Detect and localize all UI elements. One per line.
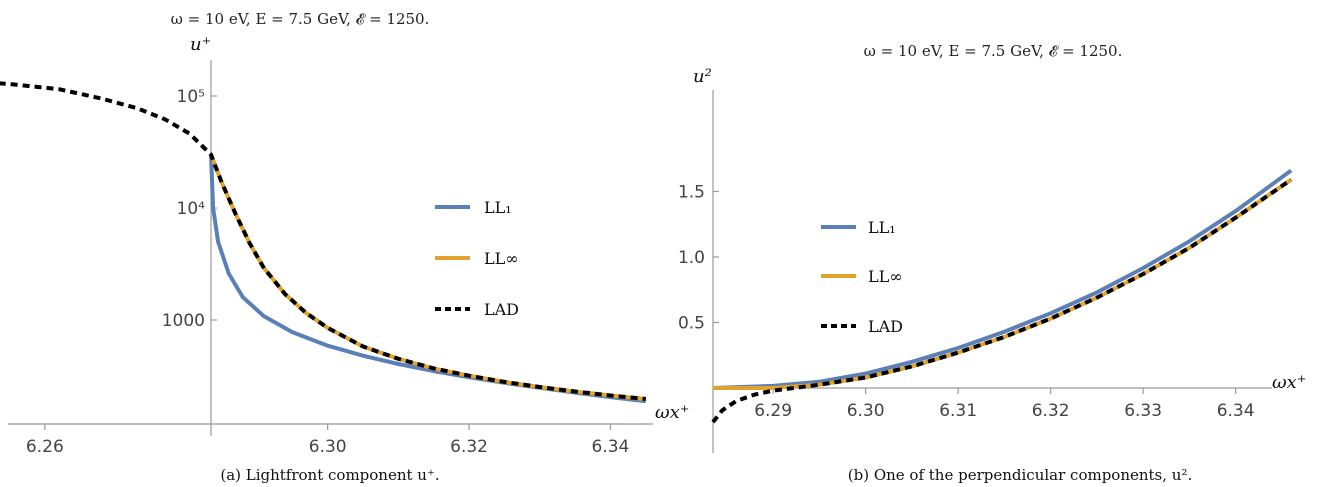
chart-b-y-ticks: 0.5 1.0 1.5 xyxy=(678,183,719,334)
chart-b-x-tick-label: 6.33 xyxy=(1124,401,1162,421)
chart-a-x-tick-label: 6.30 xyxy=(309,437,347,457)
chart-b-series-line-lad xyxy=(711,178,1293,424)
chart-a-series-line-llinf xyxy=(209,153,646,401)
chart-a-x-tick-label: 6.32 xyxy=(450,437,488,457)
chart-b-legend: LL₁ LL∞ LAD xyxy=(821,218,903,336)
chart-a-y-tick-label: 1000 xyxy=(162,311,205,331)
chart-b-x-ticks: 6.29 6.30 6.31 6.32 6.33 6.34 xyxy=(754,388,1255,421)
chart-a-series-line-lad xyxy=(0,81,646,401)
chart-b-series-line-ll1 xyxy=(712,168,1293,390)
chart-b-x-tick-label: 6.29 xyxy=(754,401,792,421)
chart-b-y-label: u² xyxy=(693,66,712,87)
chart-a-title: ω = 10 eV, E = 7.5 GeV, 𝓔 = 1250. xyxy=(171,10,430,28)
chart-a-x-tick-label: 6.26 xyxy=(26,437,64,457)
chart-a-legend: LL₁ LL∞ LAD xyxy=(435,198,519,319)
chart-b-series-line-llinf xyxy=(713,178,1293,390)
chart-a-series xyxy=(0,81,647,404)
legend-b-lad-label: LAD xyxy=(868,317,903,336)
chart-b-y-tick-label: 1.5 xyxy=(678,183,705,203)
chart-a-y-tick-label: 10⁴ xyxy=(177,199,206,219)
chart-a-y-ticks: 1000 10⁴ 10⁵ xyxy=(162,87,217,331)
chart-a-x-tick-label: 6.34 xyxy=(592,437,630,457)
chart-b-x-tick-label: 6.34 xyxy=(1217,401,1255,421)
chart-a-x-ticks: 6.26 6.30 6.32 6.34 xyxy=(26,424,629,457)
chart-b-y-tick-label: 0.5 xyxy=(678,314,705,334)
legend-a-lad-label: LAD xyxy=(484,300,519,319)
chart-a-y-label: u⁺ xyxy=(190,34,211,55)
chart-b-title: ω = 10 eV, E = 7.5 GeV, 𝓔 = 1250. xyxy=(864,42,1123,60)
legend-b-llinf-label: LL∞ xyxy=(868,267,903,286)
caption-a: (a) Lightfront component u⁺. xyxy=(220,466,439,484)
chart-a-y-tick-label: 10⁵ xyxy=(177,87,205,107)
chart-b-x-tick-label: 6.32 xyxy=(1032,401,1070,421)
chart-panel-b: ω = 10 eV, E = 7.5 GeV, 𝓔 = 1250. ωx⁺ u²… xyxy=(678,42,1306,484)
chart-b-x-tick-label: 6.30 xyxy=(847,401,885,421)
caption-b: (b) One of the perpendicular components,… xyxy=(848,466,1192,484)
legend-b-ll1-label: LL₁ xyxy=(868,218,896,237)
legend-a-ll1-label: LL₁ xyxy=(484,198,512,217)
chart-b-x-tick-label: 6.31 xyxy=(939,401,977,421)
chart-a-x-label: ωx⁺ xyxy=(655,402,689,423)
legend-a-llinf-label: LL∞ xyxy=(484,249,519,268)
chart-a-series-line-ll1 xyxy=(209,154,647,404)
chart-b-series xyxy=(711,168,1293,424)
chart-b-y-tick-label: 1.0 xyxy=(678,248,705,268)
chart-panel-a: ω = 10 eV, E = 7.5 GeV, 𝓔 = 1250. ωx⁺ u⁺… xyxy=(0,10,689,484)
chart-b-x-label: ωx⁺ xyxy=(1272,372,1306,393)
